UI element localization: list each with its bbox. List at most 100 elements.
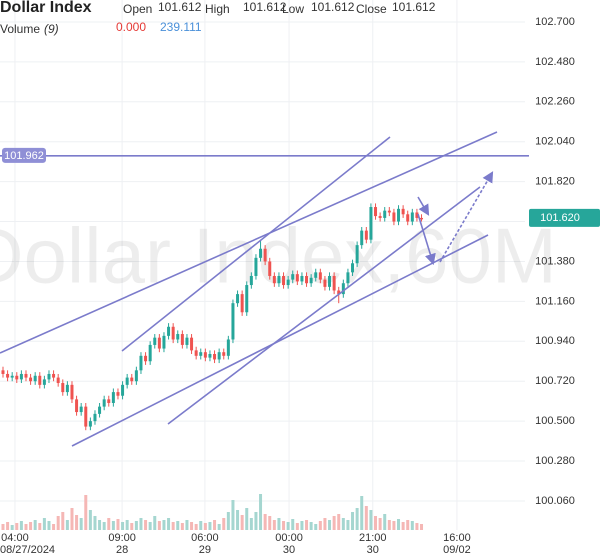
- volume-bar: [6, 522, 10, 530]
- arrow: [417, 213, 436, 266]
- candle-body: [346, 272, 350, 284]
- volume-bar: [314, 524, 318, 530]
- volume-bar: [364, 506, 368, 530]
- volume-bar: [277, 518, 281, 530]
- volume-bar: [194, 524, 198, 530]
- volume-bar: [19, 521, 23, 530]
- trend-line: [71, 234, 489, 447]
- x-tick-date: 09/02: [443, 544, 471, 556]
- volume-bar: [341, 518, 345, 530]
- candle-body: [29, 377, 33, 382]
- volume-label: Volume: [0, 22, 40, 36]
- candle-body: [323, 279, 327, 287]
- candle-body: [318, 272, 322, 280]
- volume-bar: [268, 516, 272, 530]
- volume-bar: [406, 520, 410, 530]
- candle-body: [10, 375, 14, 378]
- ohlc-label: High: [205, 2, 230, 16]
- volume-bar: [130, 523, 134, 530]
- candle-body: [291, 274, 295, 280]
- volume-bar: [153, 516, 157, 530]
- ohlc-value: 101.612: [243, 0, 287, 14]
- candle-body: [222, 352, 226, 356]
- candle-body: [38, 375, 42, 385]
- candle-body: [314, 272, 318, 278]
- candle-body: [139, 355, 143, 371]
- x-tick-label: 04:00: [1, 532, 29, 544]
- y-tick-label: 101.160: [535, 295, 575, 307]
- candle-body: [364, 230, 368, 240]
- candle-body: [1, 370, 5, 374]
- volume-bar: [107, 518, 111, 530]
- volume-bar: [84, 495, 88, 530]
- volume-bar: [410, 521, 414, 530]
- candle-body: [305, 275, 309, 284]
- volume-bar: [33, 520, 37, 530]
- candle-body: [111, 392, 115, 403]
- candle-body: [355, 245, 359, 264]
- volume-bar: [134, 521, 138, 530]
- volume-bar: [328, 520, 332, 530]
- candle-body: [272, 275, 276, 284]
- candle-body: [42, 379, 46, 385]
- candle-body: [65, 384, 69, 393]
- volume-bar: [102, 522, 106, 530]
- volume-bar: [259, 494, 263, 530]
- y-tick-label: 100.280: [535, 455, 575, 467]
- volume-ma: 239.111: [160, 20, 202, 34]
- volume-bar: [263, 514, 267, 530]
- symbol-title: Dollar Index: [0, 0, 92, 16]
- volume-bar: [355, 508, 359, 530]
- candle-body: [286, 279, 290, 286]
- x-tick-date: 29: [199, 544, 211, 556]
- candle-body: [15, 375, 19, 380]
- volume-bar: [56, 516, 60, 530]
- candle-body: [19, 373, 23, 380]
- candle-body: [277, 275, 281, 284]
- y-tick-label: 101.380: [535, 255, 575, 267]
- candle-body: [171, 326, 175, 340]
- y-tick-label: 100.500: [535, 415, 575, 427]
- x-tick-label: 00:00: [275, 532, 303, 544]
- volume-bar: [15, 523, 19, 530]
- candle-body: [240, 294, 244, 313]
- volume-bar: [111, 521, 115, 530]
- ohlc-value: 101.612: [392, 0, 436, 14]
- candle-body: [6, 373, 10, 378]
- volume-bar: [199, 521, 203, 530]
- volume-bar: [176, 521, 180, 530]
- x-tick-label: 09:00: [108, 532, 136, 544]
- candle-body: [52, 373, 56, 378]
- y-tick-label: 102.700: [535, 16, 575, 28]
- candle-body: [213, 353, 217, 360]
- volume-bar: [231, 500, 235, 530]
- legend-header: Dollar Index Open 101.612 High 101.612 L…: [0, 0, 436, 36]
- volume-bar: [88, 510, 92, 530]
- volume-bar: [157, 521, 161, 530]
- volume-bar: [52, 524, 56, 530]
- candle-body: [148, 344, 152, 362]
- watermark: Dollar Index,60M: [0, 212, 557, 300]
- volume-bar: [65, 520, 69, 530]
- candle-body: [61, 383, 65, 393]
- volume-bar: [24, 524, 28, 530]
- arrow: [417, 196, 430, 216]
- y-tick-label: 100.720: [535, 375, 575, 387]
- volume-bar: [323, 518, 327, 530]
- candle-body: [226, 339, 230, 356]
- candle-body: [282, 275, 286, 286]
- volume-bar: [249, 518, 253, 530]
- volume-bar: [121, 522, 125, 530]
- volume-bar: [180, 523, 184, 530]
- volume-bar: [286, 522, 290, 530]
- volume-bar: [42, 518, 46, 530]
- candle-body: [107, 399, 111, 403]
- candle-body: [309, 277, 313, 284]
- volume-bar: [125, 520, 129, 530]
- volume-bar: [392, 521, 396, 530]
- drawings: [0, 131, 498, 447]
- candle-body: [217, 352, 221, 360]
- candle-body: [263, 248, 267, 262]
- y-tick-label: 102.480: [535, 56, 575, 68]
- volume-bar: [346, 520, 350, 530]
